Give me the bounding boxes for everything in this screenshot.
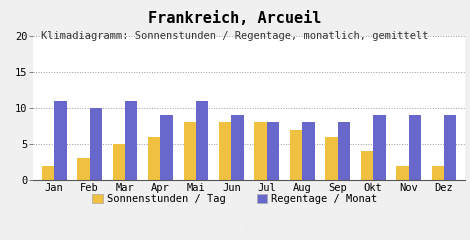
Bar [396,166,408,180]
Bar [408,115,421,180]
Bar [290,130,302,180]
Bar [54,101,67,180]
Bar [231,115,244,180]
Bar [219,122,231,180]
Bar [90,108,102,180]
Bar [113,144,125,180]
Bar [361,151,373,180]
Text: Klimadiagramm: Sonnenstunden / Regentage, monatlich, gemittelt: Klimadiagramm: Sonnenstunden / Regentage… [41,31,429,41]
Bar [42,166,54,180]
Bar [254,122,267,180]
Bar [77,158,90,180]
Legend: Sonnenstunden / Tag, Regentage / Monat: Sonnenstunden / Tag, Regentage / Monat [92,194,378,204]
Bar [125,101,137,180]
Bar [160,115,173,180]
Bar [325,137,338,180]
Bar [196,101,208,180]
Bar [267,122,279,180]
Bar [148,137,160,180]
Text: Copyright (C) 2010 sonnenlaender.de: Copyright (C) 2010 sonnenlaender.de [132,224,338,234]
Bar [302,122,315,180]
Bar [338,122,350,180]
Text: Frankreich, Arcueil: Frankreich, Arcueil [149,11,321,26]
Bar [444,115,456,180]
Bar [373,115,385,180]
Bar [183,122,196,180]
Bar [431,166,444,180]
